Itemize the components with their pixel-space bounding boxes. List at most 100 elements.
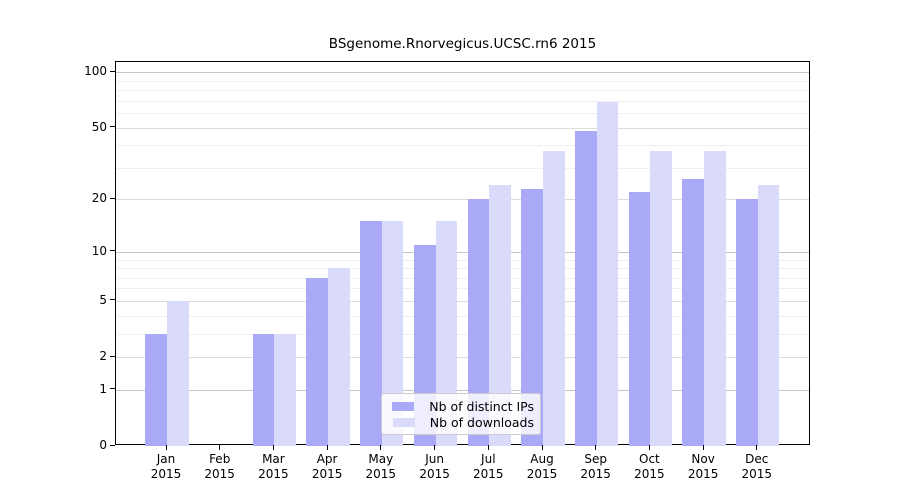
- gridline-minor: [116, 268, 809, 269]
- bar-distinct-ips: [521, 188, 543, 446]
- y-tick-mark: [110, 299, 115, 301]
- gridline-2: [116, 357, 809, 358]
- x-tick-mark: [380, 445, 382, 450]
- x-axis-tick-label-line: 2015: [258, 466, 289, 481]
- gridline-minor: [116, 315, 809, 317]
- x-tick-mark: [541, 445, 543, 450]
- x-tick-mark: [702, 445, 704, 450]
- x-axis-tick-label-line: May: [368, 452, 394, 466]
- gridline-100: [116, 72, 809, 74]
- x-axis-tick-label-line: Jan: [156, 452, 176, 466]
- x-axis-tick-label-line: 2015: [687, 466, 719, 481]
- x-axis-tick-label-line: 2015: [150, 466, 182, 481]
- bar-distinct-ips: [467, 199, 490, 446]
- y-tick-mark: [110, 355, 115, 357]
- bar-distinct-ips: [360, 221, 382, 446]
- x-axis-tick-label-line: 2015: [311, 466, 343, 481]
- bar-downloads: [274, 333, 297, 446]
- legend-swatch-distinct-ips: [392, 401, 415, 411]
- gridline-minor: [116, 333, 809, 335]
- x-axis-tick-label-line: Jul: [481, 452, 496, 466]
- gridline-minor: [116, 90, 809, 91]
- x-axis-tick-label-line: Apr: [316, 452, 338, 466]
- x-axis-tick-label: Jun 2015: [408, 452, 462, 481]
- y-axis-tick-label: 100: [84, 64, 107, 79]
- x-axis-tick-label-line: Dec: [745, 452, 769, 466]
- bar-distinct-ips: [306, 277, 329, 446]
- gridline-minor: [116, 113, 809, 114]
- x-axis-tick-label: Dec 2015: [730, 452, 784, 481]
- gridline-50: [116, 127, 809, 129]
- plot-area: [115, 61, 810, 446]
- x-axis-tick-label-line: 2015: [580, 466, 611, 481]
- bar-downloads: [650, 151, 673, 446]
- x-axis-tick-label-line: 2015: [473, 466, 504, 481]
- y-tick-mark: [110, 250, 115, 252]
- x-tick-mark: [272, 445, 274, 450]
- gridline-minor: [116, 100, 809, 102]
- x-tick-mark: [756, 445, 758, 450]
- bar-downloads: [757, 185, 780, 446]
- x-tick-mark: [434, 445, 436, 450]
- legend-label-distinct-ips: Nb of distinct IPs: [429, 398, 534, 414]
- bar-downloads: [704, 151, 726, 446]
- gridline-minor: [116, 259, 809, 261]
- x-axis-tick-label: Mar 2015: [246, 452, 300, 481]
- y-axis-tick-label: 20: [91, 191, 107, 206]
- x-axis-tick-label-line: Feb: [209, 452, 231, 466]
- x-axis-tick-label-line: 2015: [365, 466, 397, 481]
- x-tick-mark: [595, 445, 597, 450]
- bar-downloads: [596, 101, 619, 446]
- x-axis-tick-label: Aug 2015: [515, 452, 569, 481]
- x-axis-tick-label-line: Oct: [639, 452, 660, 466]
- x-axis-tick-label: Feb 2015: [193, 452, 247, 481]
- x-axis-tick-label: Nov 2015: [676, 452, 730, 481]
- x-axis-tick-label-line: 2015: [204, 466, 235, 481]
- x-axis-tick-label-line: 2015: [526, 466, 558, 481]
- x-tick-mark: [648, 445, 650, 450]
- legend: Nb of distinct IPs Nb of downloads: [381, 393, 541, 435]
- x-axis-tick-label: Jan 2015: [139, 452, 193, 481]
- x-axis-tick-label: Sep 2015: [569, 452, 623, 481]
- gridline-5: [116, 300, 809, 302]
- bar-distinct-ips: [252, 333, 275, 446]
- bar-downloads: [328, 268, 350, 446]
- legend-label-downloads: Nb of downloads: [429, 414, 534, 430]
- bar-downloads: [435, 221, 458, 446]
- gridline-minor: [116, 167, 809, 169]
- x-axis-tick-label: Jul 2015: [461, 452, 515, 481]
- gridline-1: [116, 389, 809, 391]
- y-tick-mark: [110, 388, 115, 390]
- x-axis-tick-label-line: Jun: [425, 452, 444, 466]
- legend-entry-downloads: Nb of downloads: [386, 415, 534, 430]
- y-tick-mark: [110, 70, 115, 72]
- chart-title: BSgenome.Rnorvegicus.UCSC.rn6 2015: [328, 36, 597, 52]
- x-tick-mark: [487, 445, 489, 450]
- x-axis-tick-label-line: Aug: [530, 452, 554, 466]
- x-tick-mark: [165, 445, 167, 450]
- x-axis-tick-label-line: 2015: [634, 466, 665, 481]
- y-axis-tick-label: 2: [99, 349, 107, 363]
- gridline-10: [116, 251, 809, 253]
- x-tick-mark: [326, 445, 328, 450]
- gridline-minor: [116, 145, 809, 147]
- bar-downloads: [489, 185, 511, 446]
- gridline-minor: [116, 80, 809, 82]
- gridline-20: [116, 199, 809, 201]
- y-axis-tick-label: 1: [99, 381, 107, 396]
- bar-distinct-ips: [575, 130, 597, 446]
- y-axis-tick-label: 10: [91, 243, 107, 258]
- bar-downloads: [381, 221, 404, 446]
- x-axis-tick-label: Oct 2015: [622, 452, 676, 481]
- x-axis-tick-label: Apr 2015: [300, 452, 354, 481]
- gridline-minor: [116, 288, 809, 290]
- legend-swatch-downloads: [392, 417, 415, 427]
- x-axis-tick-label-line: 2015: [419, 466, 450, 481]
- bar-distinct-ips: [628, 192, 651, 446]
- bar-distinct-ips: [145, 333, 167, 446]
- y-tick-mark: [110, 197, 115, 199]
- y-tick-mark: [110, 126, 115, 127]
- y-axis-tick-label: 5: [99, 292, 107, 307]
- x-axis-tick-label-line: Mar: [262, 452, 285, 466]
